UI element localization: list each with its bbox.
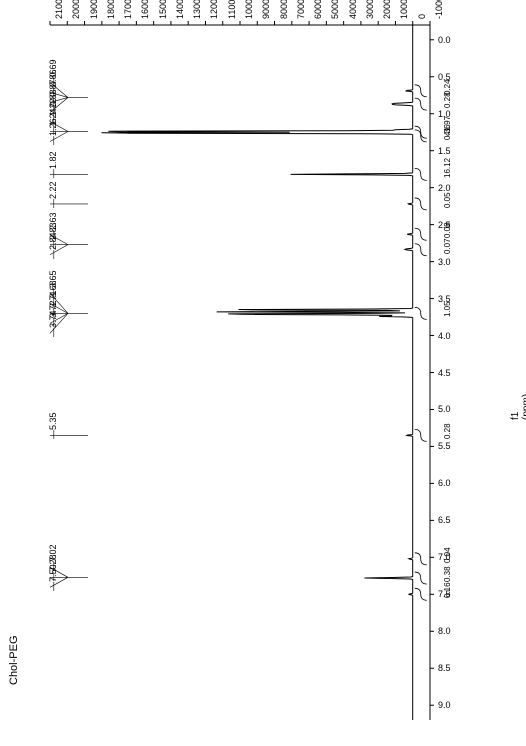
intensity-tick-label: 5000: [330, 0, 340, 19]
ppm-tick-label: 0.0: [438, 35, 451, 45]
ppm-tick-label: 8.0: [438, 626, 451, 636]
intensity-tick-label: 17000: [123, 0, 133, 19]
intensity-tick-label: 4000: [348, 0, 358, 19]
intensity-tick-label: 16000: [140, 0, 150, 19]
ppm-tick-label: 5.0: [438, 404, 451, 414]
intensity-tick-label: 1000: [399, 0, 409, 19]
ppm-tick-label: 9.0: [438, 700, 451, 710]
intensity-tick-label: -1000: [434, 0, 444, 19]
intensity-tick-label: 0: [417, 14, 427, 19]
integral-label: 0.36: [443, 124, 452, 140]
integral-label: 0.04: [443, 547, 452, 563]
intensity-tick-label: 13000: [192, 0, 202, 19]
integral-label: 16.12: [443, 158, 452, 178]
intensity-tick-label: 19000: [89, 0, 99, 19]
integral-label: 0.38: [443, 566, 452, 582]
intensity-tick-label: 10000: [244, 0, 254, 19]
integral-label: 0.28: [443, 424, 452, 440]
ppm-tick-label: 4.0: [438, 331, 451, 341]
intensity-tick-label: 21000: [54, 0, 64, 19]
ppm-tick-label: 8.5: [438, 663, 451, 673]
intensity-tick-label: 11000: [227, 0, 237, 19]
intensity-tick-label: 8000: [279, 0, 289, 19]
intensity-tick-label: 12000: [209, 0, 219, 19]
intensity-tick-label: 9000: [261, 0, 271, 19]
intensity-tick-label: 2000: [382, 0, 392, 19]
integral-label: 1.05: [443, 302, 452, 318]
intensity-tick-label: 3000: [365, 0, 375, 19]
intensity-tick-label: 20000: [71, 0, 81, 19]
intensity-tick-label: 7000: [296, 0, 306, 19]
integral-label: 0.16: [443, 583, 452, 599]
peak-label: —5.35: [48, 413, 58, 440]
ppm-tick-label: 5.5: [438, 441, 451, 451]
integral-label: 0.08: [443, 223, 452, 239]
intensity-tick-label: 6000: [313, 0, 323, 19]
intensity-tick-label: 18000: [106, 0, 116, 19]
ppm-tick-label: 6.0: [438, 478, 451, 488]
integral-label: 0.28: [443, 93, 452, 109]
integral-label: 0.05: [443, 192, 452, 208]
peak-label: —3.74: [48, 311, 58, 338]
peak-label: —1.82: [48, 152, 58, 179]
integral-label: 0.07: [443, 238, 452, 254]
ppm-tick-label: 6.5: [438, 515, 451, 525]
peak-label: —2.84: [48, 232, 58, 259]
peak-label: —1.26: [48, 119, 58, 146]
peak-label: —2.22: [48, 181, 58, 208]
ppm-tick-label: 1.5: [438, 146, 451, 156]
ppm-tick-label: 4.5: [438, 368, 451, 378]
intensity-tick-label: 14000: [175, 0, 185, 19]
ppm-tick-label: 3.0: [438, 257, 451, 267]
peak-label: —7.50: [48, 565, 58, 592]
intensity-tick-label: 15000: [158, 0, 168, 19]
